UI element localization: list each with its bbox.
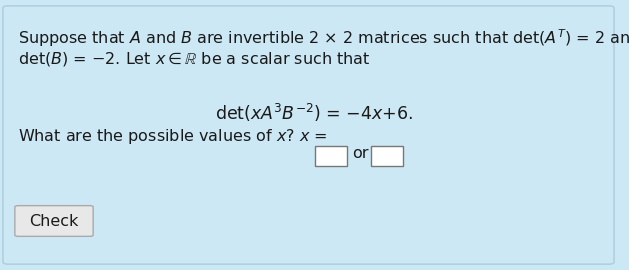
Text: det($\mathit{B}$) = $-$2. Let $x \in \mathbb{R}$ be a scalar such that: det($\mathit{B}$) = $-$2. Let $x \in \ma… [18, 50, 370, 68]
Text: det($x\mathit{A}^3\mathit{B}^{-2}$) = $-$4$x$+6.: det($x\mathit{A}^3\mathit{B}^{-2}$) = $-… [216, 102, 413, 124]
FancyBboxPatch shape [3, 6, 614, 264]
FancyBboxPatch shape [315, 146, 347, 166]
Text: Check: Check [30, 214, 79, 228]
FancyBboxPatch shape [371, 146, 403, 166]
Text: Suppose that $\mathit{A}$ and $\mathit{B}$ are invertible 2 $\times$ 2 matrices : Suppose that $\mathit{A}$ and $\mathit{B… [18, 27, 629, 49]
Text: What are the possible values of $x$? $x$ =: What are the possible values of $x$? $x$… [18, 127, 327, 146]
Text: or: or [352, 146, 369, 160]
FancyBboxPatch shape [15, 206, 93, 236]
